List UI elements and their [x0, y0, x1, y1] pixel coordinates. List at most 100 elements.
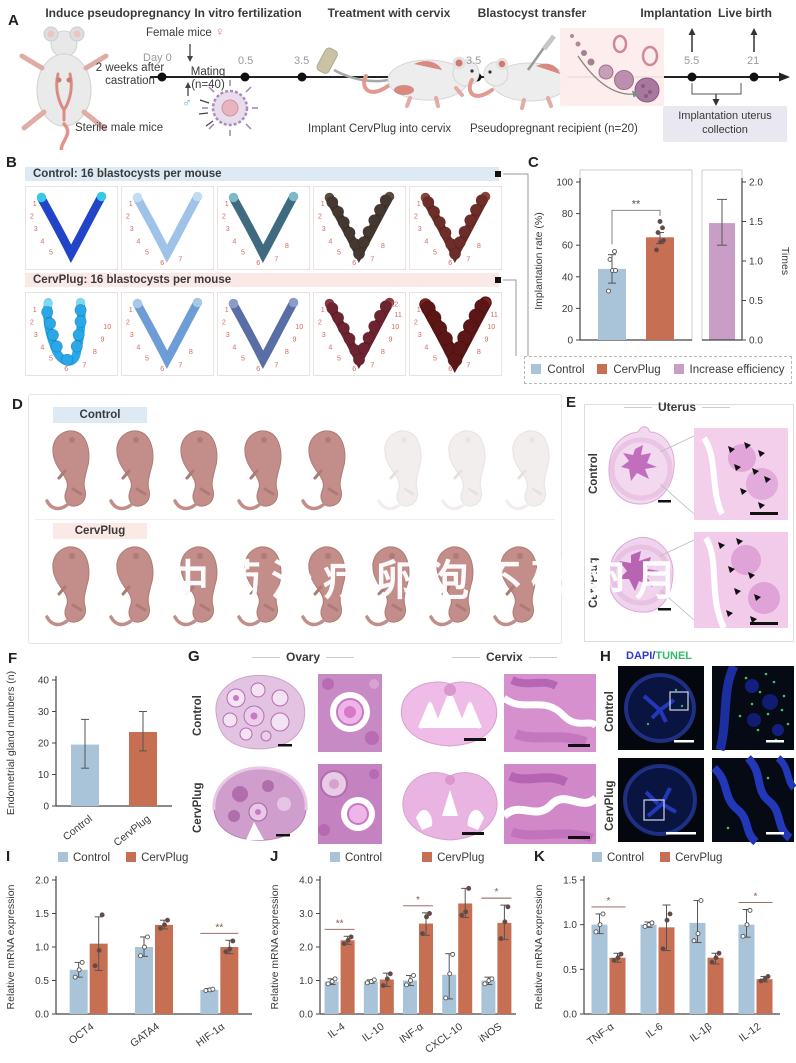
k-legend: Control CervPlug: [592, 852, 722, 864]
up-arrowhead-icon: [750, 28, 758, 35]
panel-b-label: B: [6, 154, 17, 171]
implantation-rate-chart: 0 20 40 60 80 100 Implantation rate (%) ** 0.0 0.…: [533, 169, 791, 347]
bar: [497, 922, 512, 1014]
female-mice-text: Female mice: [146, 27, 212, 39]
svg-text:Times: Times: [779, 247, 791, 275]
svg-text:Relative mRNA expression: Relative mRNA expression: [269, 884, 281, 1009]
male-arrowhead-icon: [185, 82, 191, 88]
mating-note: Mating (n=40): [190, 66, 226, 92]
g-cervplug-label: CervPlug: [192, 782, 204, 834]
c-legend-increase: Increase efficiency: [673, 364, 785, 376]
svg-text:1: 1: [417, 306, 421, 314]
bar: [363, 981, 378, 1014]
svg-text:4: 4: [136, 343, 140, 351]
h-control-label: Control: [604, 691, 616, 733]
c-legend: Control CervPlug Increase efficiency: [524, 356, 792, 384]
bar: [135, 947, 153, 1014]
d-cervplug-band: CervPlug: [53, 523, 147, 539]
svg-text:2: 2: [126, 318, 130, 326]
watermark-text: 中药治疗卵泡不破卵月: [167, 557, 688, 604]
svg-text:IL-1β: IL-1β: [688, 1021, 715, 1045]
svg-text:100: 100: [556, 178, 573, 189]
e-histology-images: [608, 426, 788, 630]
bar: [689, 922, 706, 1014]
svg-text:8: 8: [93, 348, 97, 356]
svg-text:10: 10: [38, 770, 50, 781]
svg-text:7: 7: [370, 361, 374, 369]
svg-text:9: 9: [292, 336, 296, 344]
svg-text:0.5: 0.5: [749, 296, 763, 307]
h-title: DAPI/TUNEL: [626, 650, 693, 662]
d-control-band: Control: [53, 407, 147, 423]
up-arrowhead-icon: [688, 28, 696, 35]
svg-text:*: *: [494, 887, 498, 898]
tick-21: 21: [747, 55, 760, 67]
svg-text:10: 10: [391, 323, 399, 331]
svg-text:40: 40: [38, 676, 50, 687]
pup-image: [109, 546, 154, 627]
svg-text:IL-12: IL-12: [737, 1021, 764, 1045]
svg-text:10: 10: [295, 323, 303, 331]
svg-text:0.0: 0.0: [299, 1010, 313, 1021]
svg-text:5: 5: [337, 355, 341, 363]
svg-text:4: 4: [40, 237, 44, 245]
recipient-note: Pseudopregnant recipient (n=20): [470, 123, 638, 135]
i-legend: Control CervPlug: [58, 852, 188, 864]
svg-text:3: 3: [418, 331, 422, 339]
svg-text:3: 3: [322, 225, 326, 233]
female-arrowhead-icon: [187, 56, 193, 62]
cervplug-icon: [316, 47, 338, 74]
b-cervplug-header: CervPlug: 16 blastocysts per mouse: [25, 273, 499, 287]
e-control-section: [608, 426, 695, 515]
j-legend: Control CervPlug: [330, 852, 484, 864]
svg-text:60: 60: [562, 241, 574, 252]
svg-text:6: 6: [448, 259, 452, 267]
h-cervplug-label: CervPlug: [604, 780, 616, 832]
svg-text:20: 20: [38, 739, 50, 750]
bar: [738, 924, 755, 1014]
castration-note: 2 weeks after castration: [95, 62, 165, 88]
panel-k-label: K: [534, 848, 545, 865]
bar: [200, 989, 219, 1014]
svg-text:0: 0: [43, 802, 49, 813]
uterus-image: 1 2 3 4 5 6 7 8 9 10: [217, 292, 310, 376]
svg-text:7: 7: [178, 255, 182, 263]
panel-h-label: H: [600, 648, 611, 665]
cervplug-swatch: [126, 852, 137, 862]
increase-swatch: [673, 364, 684, 374]
bar: [707, 957, 724, 1014]
svg-text:2: 2: [414, 212, 418, 220]
svg-text:Control: Control: [61, 813, 95, 843]
svg-text:1.0: 1.0: [35, 943, 49, 954]
svg-text:1: 1: [417, 200, 421, 208]
stage-implantation: Implantation: [640, 6, 712, 20]
svg-text:TNF-α: TNF-α: [585, 1021, 616, 1048]
fertilized-egg-icon: [198, 80, 258, 136]
uterus-image: 1 2 3 4 5 6 7 8 9 10: [25, 292, 118, 376]
h-cervplug-whole: [618, 758, 704, 842]
svg-text:0.5: 0.5: [35, 976, 49, 987]
svg-text:4: 4: [424, 237, 428, 245]
svg-text:IL-10: IL-10: [360, 1021, 387, 1045]
g-cervix-title: Cervix: [452, 650, 557, 664]
svg-text:8: 8: [285, 348, 289, 356]
svg-text:2: 2: [318, 212, 322, 220]
svg-text:5: 5: [49, 249, 53, 257]
svg-text:12: 12: [390, 300, 398, 308]
svg-text:5: 5: [241, 355, 245, 363]
svg-text:*: *: [607, 896, 611, 907]
recipient-mouse-icon: [467, 34, 569, 110]
svg-text:6: 6: [256, 259, 260, 267]
svg-text:2: 2: [30, 212, 34, 220]
mrna-chart-j: 0.0 1.0 2.0 3.0 4.0 Relative mRNA expression I…: [269, 876, 516, 1056]
svg-text:2.0: 2.0: [749, 178, 763, 189]
svg-text:HIF-1α: HIF-1α: [194, 1021, 227, 1050]
svg-text:7: 7: [466, 255, 470, 263]
svg-text:5: 5: [433, 355, 437, 363]
svg-text:4.0: 4.0: [299, 876, 313, 887]
timeline-illustration: [19, 26, 790, 150]
bar: [324, 981, 339, 1014]
